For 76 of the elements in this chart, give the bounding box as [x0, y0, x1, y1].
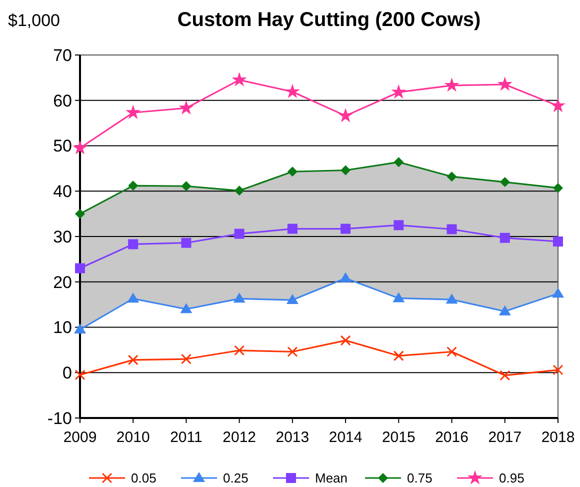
point	[340, 272, 352, 282]
x-tick-label: 2010	[116, 429, 150, 446]
x-tick-label: 2018	[541, 429, 575, 446]
point	[128, 180, 138, 191]
x-tick-label: 2012	[222, 429, 256, 446]
point	[446, 294, 458, 304]
x-tick-label: 2011	[170, 429, 202, 446]
x-tick-label: 2014	[328, 429, 362, 446]
point	[444, 78, 460, 92]
point	[180, 354, 192, 364]
y-tick-label: 0	[62, 364, 72, 383]
legend-label: Mean	[315, 470, 348, 486]
legend-label: 0.25	[223, 470, 248, 486]
point	[446, 224, 457, 234]
point	[72, 140, 88, 154]
point	[498, 305, 511, 316]
point	[75, 263, 85, 274]
point	[552, 364, 564, 376]
point	[234, 186, 244, 196]
y-tick-label: 70	[53, 46, 72, 65]
y-tick-label: 10	[53, 318, 72, 338]
x-tick-label: 2013	[276, 429, 310, 446]
point	[286, 294, 298, 304]
chart-title: Custom Hay Cutting (200 Cows)	[177, 9, 481, 31]
point	[287, 224, 298, 234]
point	[75, 208, 85, 219]
point	[128, 354, 138, 366]
point	[340, 165, 351, 176]
point	[287, 166, 298, 177]
legend-label: 0.95	[499, 470, 524, 486]
point	[394, 157, 404, 168]
point	[74, 324, 86, 334]
x-tick-label: 2017	[488, 429, 522, 446]
y-tick-label: 40	[53, 182, 72, 202]
point	[553, 236, 563, 246]
legend-label: 0.05	[131, 470, 156, 486]
point	[181, 181, 192, 192]
y-tick-label: 20	[53, 272, 72, 292]
point	[178, 100, 194, 114]
x-tick-label: 2016	[435, 429, 468, 446]
point	[394, 220, 404, 230]
point	[550, 98, 566, 112]
point	[180, 303, 192, 314]
point	[500, 232, 510, 243]
point	[234, 228, 244, 239]
point	[128, 239, 138, 250]
point	[181, 238, 192, 248]
point	[391, 84, 406, 99]
point	[446, 346, 458, 358]
point	[234, 345, 245, 356]
point	[446, 172, 457, 182]
legend-label: 0.75	[407, 470, 432, 486]
point	[393, 350, 404, 362]
y-tick-label: 50	[53, 136, 72, 156]
point	[126, 104, 141, 120]
point	[74, 370, 86, 380]
point	[497, 76, 512, 91]
y-axis-title: $1,000	[8, 11, 60, 30]
point	[233, 292, 246, 303]
point	[340, 224, 351, 234]
point	[500, 370, 510, 381]
y-tick-label: 60	[53, 91, 72, 110]
point	[500, 177, 510, 188]
y-tick-label: -10	[47, 408, 72, 428]
point	[284, 84, 300, 98]
point	[553, 182, 563, 193]
point	[232, 72, 247, 86]
point	[552, 288, 564, 298]
x-tick-label: 2015	[382, 429, 416, 446]
point	[338, 108, 354, 122]
point	[340, 335, 351, 346]
point	[287, 346, 298, 358]
x-tick-label: 2009	[63, 429, 97, 446]
point	[127, 292, 140, 303]
point	[392, 292, 405, 302]
y-tick-label: 30	[53, 227, 72, 246]
